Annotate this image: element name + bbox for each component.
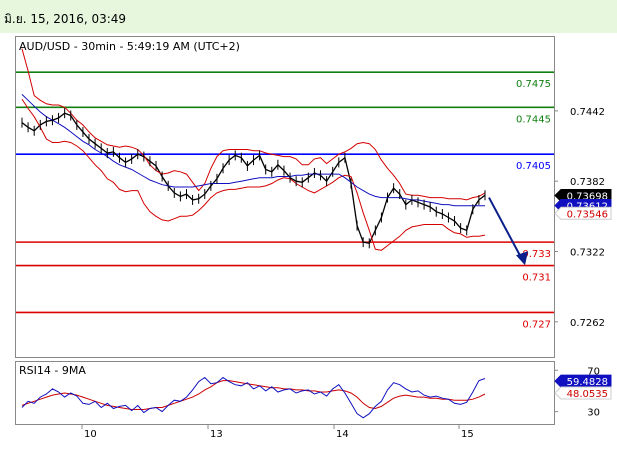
price-tag-label-2: 0.73546 bbox=[567, 209, 608, 220]
level-label-4: 0.731 bbox=[522, 273, 551, 284]
rsi-line bbox=[21, 376, 486, 419]
bollinger-lower-line bbox=[21, 98, 486, 251]
level-label-1: 0.7445 bbox=[516, 114, 551, 125]
x-tick-label-2: 14 bbox=[336, 429, 349, 440]
moving-average-line bbox=[21, 94, 485, 207]
y-tick-label-1: 0.7382 bbox=[570, 177, 605, 188]
header-timestamp: มิ.ย. 15, 2016, 03:49 bbox=[4, 12, 126, 26]
bollinger-upper-line bbox=[21, 48, 486, 201]
rsi-tag-box-1 bbox=[554, 386, 612, 400]
price-tag-box-2 bbox=[554, 206, 612, 220]
y-tick-label-0: 0.7442 bbox=[570, 107, 605, 118]
rsi-tick-label-0: 70 bbox=[587, 366, 600, 377]
forecast-arrow-shaft bbox=[488, 197, 523, 260]
x-tick-label-0: 10 bbox=[84, 429, 97, 440]
x-tick-label-1: 13 bbox=[210, 429, 223, 440]
level-label-3: 0.733 bbox=[522, 249, 551, 260]
y-tick-label-2: 0.7322 bbox=[570, 248, 605, 259]
rsi-tag-label-1: 48.0535 bbox=[567, 389, 608, 400]
rsi-tick-label-1: 30 bbox=[587, 408, 600, 419]
x-tick-label-3: 15 bbox=[461, 429, 474, 440]
header-bar bbox=[0, 0, 617, 33]
forecast-arrow-head bbox=[516, 251, 528, 266]
rsi-ma-line bbox=[21, 380, 486, 410]
y-tick-label-3: 0.7262 bbox=[570, 318, 605, 329]
level-label-2: 0.7405 bbox=[516, 161, 551, 172]
chart-title: AUD/USD - 30min - 5:49:19 AM (UTC+2) bbox=[19, 40, 240, 53]
rsi-tag-label-0: 59.4828 bbox=[567, 377, 608, 388]
level-label-5: 0.727 bbox=[522, 319, 551, 330]
rsi-title: RSI14 - 9MA bbox=[19, 364, 86, 377]
level-label-0: 0.7475 bbox=[516, 79, 551, 90]
main-panel-frame bbox=[15, 36, 555, 358]
rsi-tag-box-0 bbox=[554, 374, 612, 388]
price-tag-label-0: 0.73698 bbox=[567, 191, 608, 202]
